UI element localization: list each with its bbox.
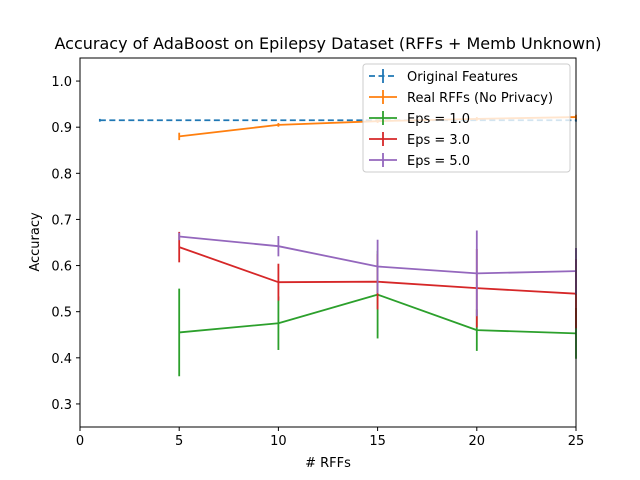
legend-label: Eps = 5.0	[407, 154, 470, 169]
chart-title: Accuracy of AdaBoost on Epilepsy Dataset…	[55, 34, 602, 53]
axes-frame	[79, 57, 577, 428]
x-tick-label: 25	[568, 434, 585, 449]
x-axis-label: # RFFs	[305, 456, 351, 471]
y-tick-label: 0.6	[51, 260, 72, 275]
y-tick-label: 0.3	[51, 398, 72, 413]
legend-box	[362, 63, 571, 173]
x-tick-label: 0	[76, 434, 84, 449]
x-tick-label: 10	[270, 434, 287, 449]
x-tick-label: 20	[469, 434, 486, 449]
y-tick-label: 1.0	[51, 75, 72, 90]
legend-label: Eps = 1.0	[407, 112, 470, 127]
y-tick-label: 0.4	[51, 352, 72, 367]
legend: Original Features Real RFFs (No Privacy) E…	[362, 63, 571, 173]
legend-label: Real RFFs (No Privacy)	[407, 91, 553, 106]
x-axis: 0 5 10 15 20 25	[76, 427, 584, 449]
legend-label: Original Features	[407, 70, 518, 85]
x-tick-label: 15	[369, 434, 386, 449]
legend-label: Eps = 3.0	[407, 133, 470, 148]
y-tick-label: 0.9	[51, 121, 72, 136]
y-tick-label: 0.7	[51, 213, 72, 228]
x-tick-label: 5	[175, 434, 183, 449]
y-axis-label: Accuracy	[28, 212, 43, 272]
y-tick-label: 0.8	[51, 167, 72, 182]
y-axis: 0.3 0.4 0.5 0.6 0.7 0.8 0.9 1.0	[51, 75, 80, 413]
y-tick-label: 0.5	[51, 306, 72, 321]
